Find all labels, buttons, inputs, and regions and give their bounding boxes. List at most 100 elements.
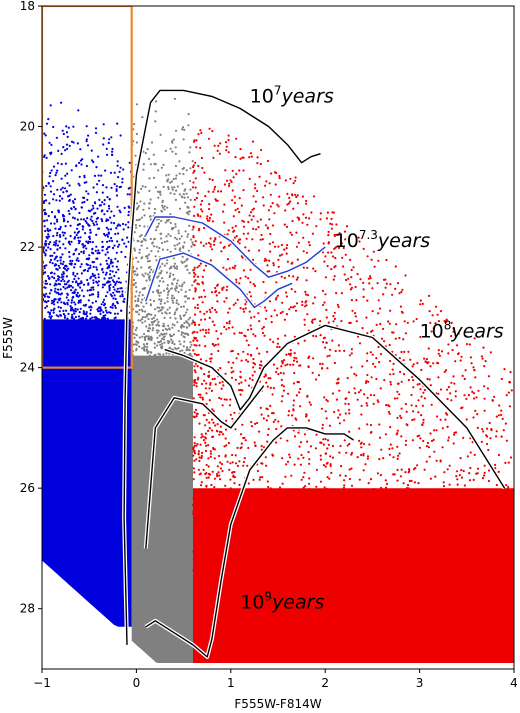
star-point: [238, 238, 241, 241]
star-point: [207, 331, 210, 334]
star-point: [207, 465, 210, 468]
star-point: [437, 392, 440, 395]
star-point: [182, 138, 185, 141]
star-point: [193, 365, 196, 368]
star-point: [135, 219, 138, 222]
star-point: [274, 532, 277, 535]
star-point: [361, 327, 364, 330]
star-point: [153, 212, 156, 215]
star-point: [196, 266, 199, 269]
star-point: [208, 421, 211, 424]
star-point: [412, 410, 415, 413]
star-point: [260, 445, 263, 448]
star-point: [454, 431, 458, 434]
star-point: [101, 184, 105, 187]
star-point: [56, 244, 60, 247]
star-point: [262, 446, 266, 449]
star-point: [295, 394, 298, 397]
star-point: [419, 500, 422, 503]
star-point: [455, 524, 459, 527]
star-point: [94, 300, 98, 303]
star-point: [245, 237, 248, 240]
star-point: [369, 275, 372, 278]
star-point: [142, 343, 145, 346]
star-point: [74, 307, 77, 310]
star-point: [348, 321, 351, 324]
star-point: [252, 333, 255, 336]
star-point: [402, 359, 405, 362]
star-point: [204, 195, 207, 198]
isochrone-line: [164, 324, 506, 489]
star-point: [81, 289, 84, 292]
star-point: [500, 435, 503, 438]
star-point: [338, 389, 341, 392]
star-point: [193, 205, 196, 208]
star-point: [57, 282, 60, 285]
star-point: [57, 291, 60, 295]
star-point: [76, 142, 79, 145]
star-point: [211, 418, 214, 421]
star-point: [109, 228, 113, 231]
star-point: [400, 514, 403, 518]
star-point: [187, 297, 191, 300]
star-point: [133, 247, 136, 250]
star-point: [423, 388, 426, 392]
star-point: [317, 374, 321, 377]
star-point: [353, 533, 356, 536]
star-point: [350, 276, 353, 279]
star-point: [56, 231, 59, 235]
star-point: [259, 476, 262, 479]
star-point: [251, 504, 254, 507]
star-point: [229, 179, 232, 182]
star-point: [460, 407, 463, 410]
star-point: [235, 357, 238, 360]
star-point: [348, 442, 351, 446]
star-point: [222, 266, 225, 269]
star-point: [281, 362, 284, 365]
star-point: [81, 158, 84, 161]
star-point: [307, 451, 310, 454]
star-point: [472, 366, 475, 369]
star-point: [394, 287, 397, 290]
star-point: [324, 346, 327, 349]
star-point: [170, 180, 173, 183]
star-point: [228, 468, 231, 471]
star-point: [305, 202, 308, 205]
star-point: [110, 276, 113, 279]
star-point: [52, 125, 55, 129]
star-point: [97, 318, 101, 321]
star-point: [284, 364, 287, 367]
star-point: [319, 320, 322, 323]
star-point: [288, 196, 291, 199]
star-point: [492, 497, 495, 500]
star-point: [225, 149, 228, 152]
star-point: [328, 545, 331, 548]
star-point: [101, 201, 104, 204]
star-point: [135, 267, 138, 270]
star-point: [374, 571, 377, 574]
star-point: [230, 371, 233, 374]
star-point: [419, 303, 422, 306]
star-point: [266, 480, 269, 483]
star-point: [156, 323, 159, 326]
star-point: [99, 263, 102, 266]
star-point: [116, 245, 120, 248]
star-point: [58, 199, 61, 202]
star-point: [432, 362, 435, 365]
star-point: [45, 199, 48, 202]
star-point: [280, 502, 283, 505]
star-point: [71, 200, 75, 203]
star-point: [216, 465, 219, 468]
star-point: [336, 552, 339, 555]
star-point: [121, 238, 124, 241]
star-point: [141, 116, 144, 119]
star-point: [146, 148, 149, 151]
star-point: [326, 529, 329, 532]
star-point: [83, 200, 86, 204]
star-point: [194, 498, 197, 501]
star-point: [325, 487, 328, 490]
star-point: [201, 282, 205, 285]
star-point: [342, 246, 345, 250]
star-point: [354, 527, 357, 530]
star-point: [241, 571, 244, 575]
